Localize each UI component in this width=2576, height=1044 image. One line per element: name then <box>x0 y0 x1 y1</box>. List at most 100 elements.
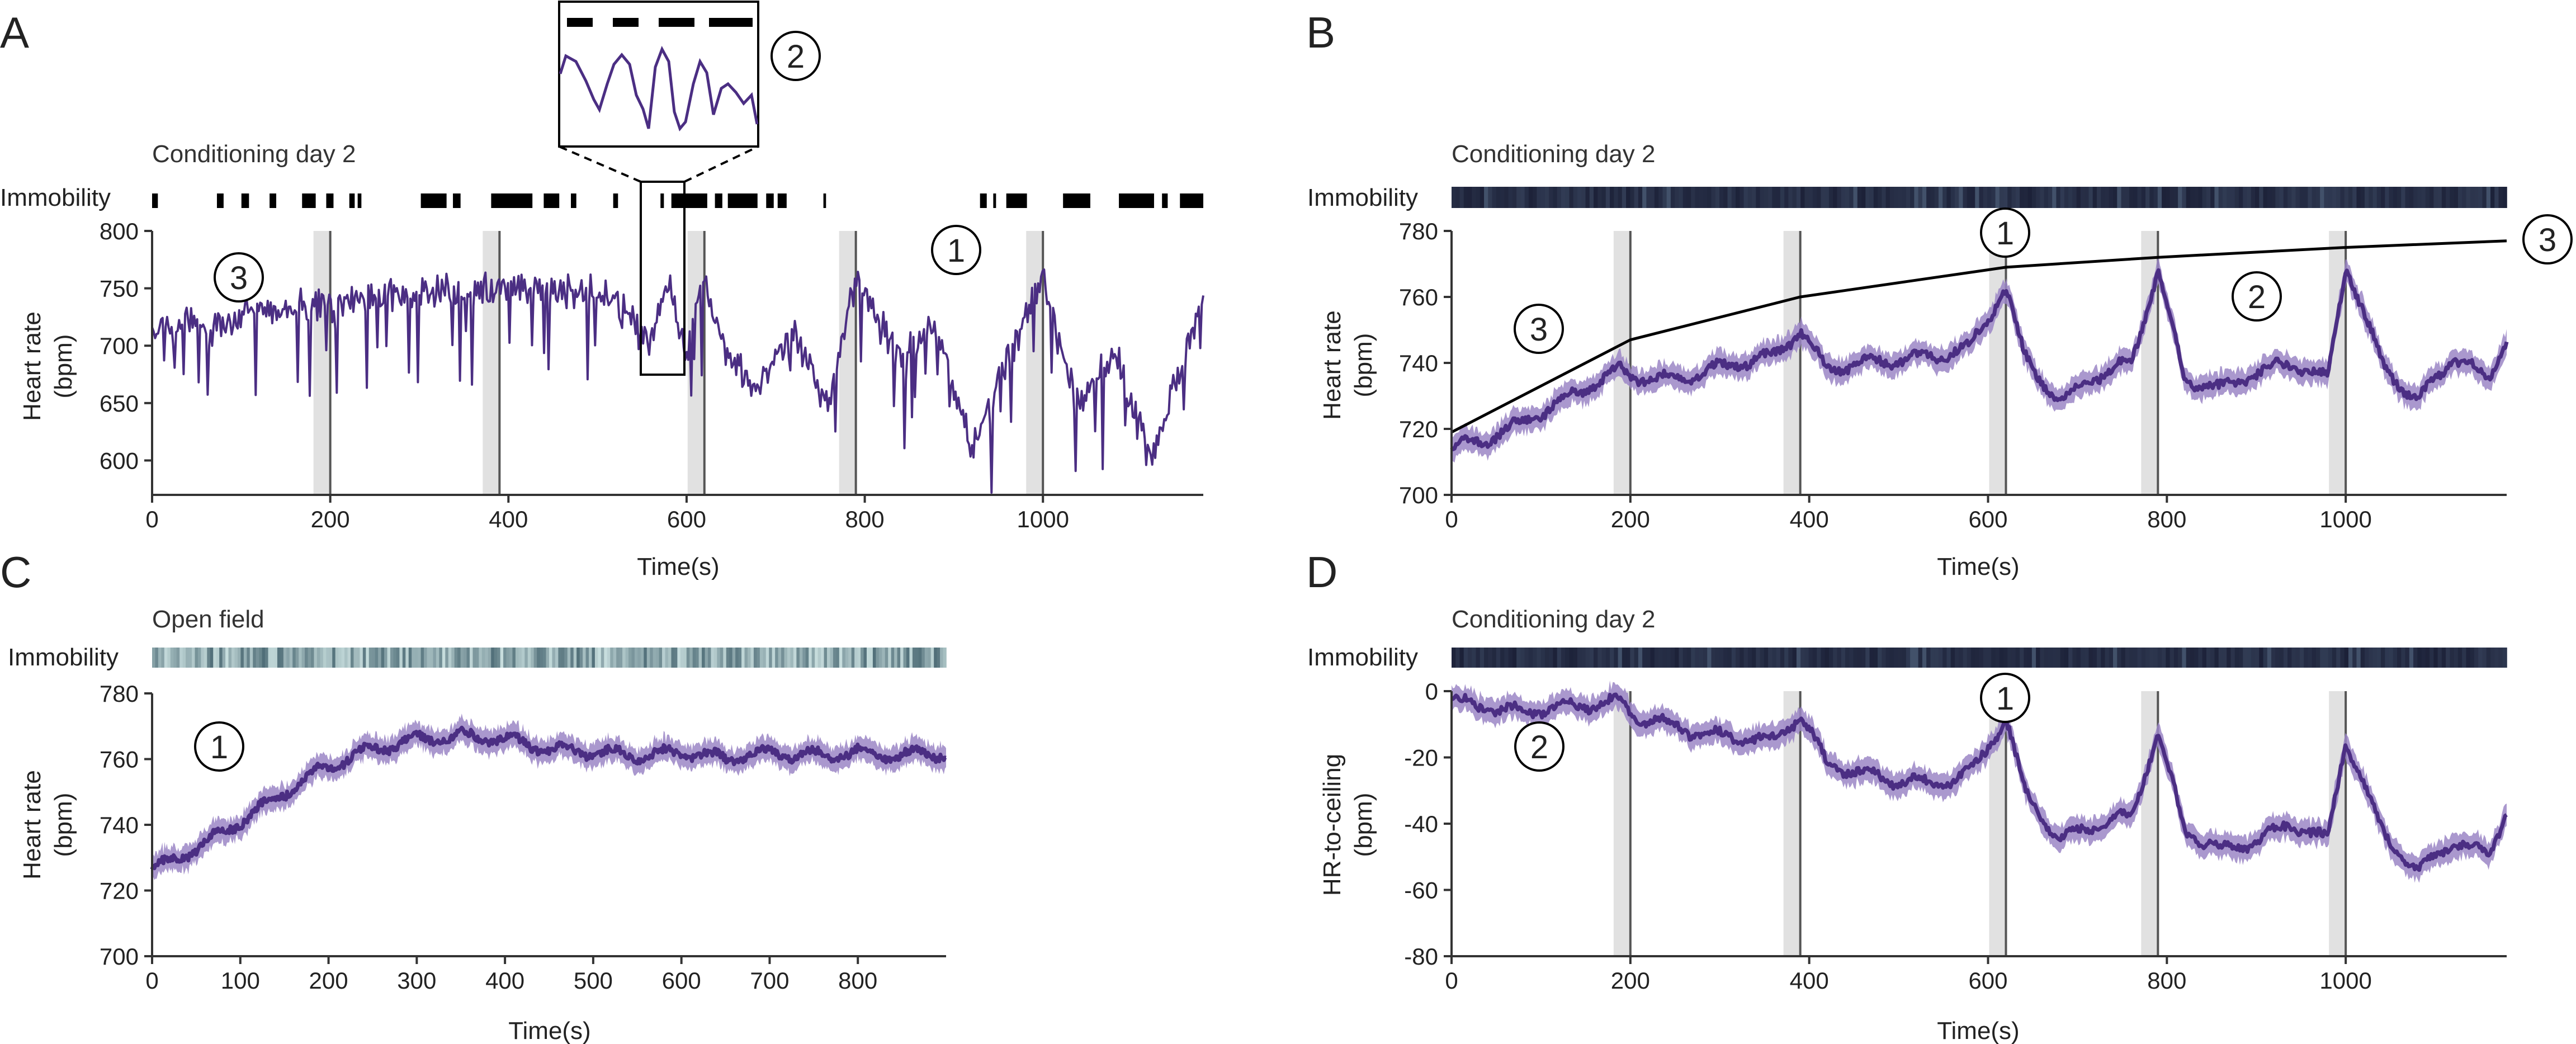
immobility-cell <box>1861 187 1866 208</box>
immobility-cell <box>1626 648 1631 668</box>
immobility-cell <box>2332 187 2337 208</box>
immobility-cell <box>1691 648 1696 668</box>
x-tick-label: 700 <box>750 967 789 994</box>
immobility-cell <box>1873 648 1878 668</box>
immobility-cell <box>1553 648 1558 668</box>
immobility-cell <box>2137 187 2142 208</box>
immobility-cell <box>1634 648 1639 668</box>
immobility-cell <box>2255 648 2260 668</box>
immobility-cell <box>854 648 858 668</box>
panel-d-marker-1: 1 <box>1980 673 2030 723</box>
immobility-cell <box>2125 187 2130 208</box>
immobility-cell <box>481 648 486 668</box>
immobility-cell <box>1918 648 1923 668</box>
immobility-cell <box>2376 648 2381 668</box>
immobility-cell <box>2478 648 2483 668</box>
immobility-cell <box>1642 187 1647 208</box>
immobility-cell <box>533 648 537 668</box>
immobility-cell <box>1796 187 1801 208</box>
immobility-cell <box>360 648 363 668</box>
immobility-cell <box>2153 648 2158 668</box>
immobility-cell <box>240 648 244 668</box>
immobility-cell <box>2450 187 2455 208</box>
immobility-cell <box>781 648 785 668</box>
immobility-cell <box>1516 648 1521 668</box>
immobility-cell <box>2283 648 2288 668</box>
immobility-cell <box>1472 187 1477 208</box>
immobility-cell <box>631 648 635 668</box>
x-tick-label: 0 <box>145 967 158 994</box>
immobility-cell <box>2332 648 2337 668</box>
immobility-segment <box>349 193 355 208</box>
immobility-cell <box>821 648 825 668</box>
immobility-cell <box>399 648 403 668</box>
immobility-cell <box>2202 648 2207 668</box>
immobility-cell <box>167 648 171 668</box>
immobility-cell <box>912 648 916 668</box>
immobility-cell <box>2048 648 2053 668</box>
immobility-cell <box>2222 648 2228 668</box>
panel-b-series <box>1450 239 2509 463</box>
immobility-cell <box>1970 187 1976 208</box>
panel-b-marker-1-circle <box>1980 207 2030 258</box>
immobility-cell <box>2275 187 2280 208</box>
y-tick-label: 700 <box>100 333 139 359</box>
panel-d-marker-2-circle <box>1514 721 1564 772</box>
immobility-cell <box>1764 648 1769 668</box>
immobility-cell <box>2003 187 2008 208</box>
panel-a-inset-marker-2: 2 <box>771 31 821 81</box>
immobility-cell <box>351 648 355 668</box>
y-tick-label: 720 <box>100 878 139 904</box>
x-tick-label: 200 <box>311 506 350 532</box>
immobility-cell <box>2186 648 2191 668</box>
stimulus-shade <box>313 231 330 495</box>
heart-rate-trace <box>151 268 1204 494</box>
immobility-cell <box>2466 648 2471 668</box>
immobility-cell <box>2486 648 2491 668</box>
immobility-cell <box>500 648 504 668</box>
immobility-cell <box>253 648 257 668</box>
immobility-cell <box>1942 648 1948 668</box>
panel-a-chart: 0 200 400 600 800 1000 600 650 700 750 800 <box>100 218 1204 532</box>
immobility-cell <box>405 648 409 668</box>
immobility-cell <box>680 648 684 668</box>
immobility-cell <box>433 648 437 668</box>
immobility-cell <box>1930 187 1935 208</box>
immobility-cell <box>1601 648 1606 668</box>
immobility-cell <box>1476 648 1481 668</box>
immobility-cell <box>839 648 843 668</box>
immobility-cell <box>1885 648 1890 668</box>
immobility-cell <box>1878 187 1883 208</box>
immobility-cell <box>598 648 602 668</box>
immobility-cell <box>1878 648 1883 668</box>
x-tick-label: 0 <box>1445 506 1458 532</box>
immobility-cell <box>720 648 724 668</box>
immobility-cell <box>894 648 898 668</box>
immobility-cell <box>928 648 932 668</box>
immobility-cell <box>308 648 311 668</box>
immobility-cell <box>2036 187 2041 208</box>
immobility-cell <box>2166 648 2171 668</box>
immobility-cell <box>1719 648 1724 668</box>
immobility-cell <box>170 648 174 668</box>
immobility-cell <box>759 648 764 668</box>
inset-immobility-segment <box>659 18 694 27</box>
immobility-cell <box>1979 648 1984 668</box>
immobility-cell <box>1841 648 1846 668</box>
immobility-cell <box>2441 187 2446 208</box>
y-tick-label: -60 <box>1404 877 1438 904</box>
immobility-cell <box>744 648 748 668</box>
immobility-cell <box>2113 648 2118 668</box>
immobility-cell <box>2092 648 2097 668</box>
immobility-cell <box>805 648 810 668</box>
y-tick-label: 650 <box>100 390 139 417</box>
immobility-cell <box>2230 648 2235 668</box>
immobility-cell <box>1496 187 1501 208</box>
immobility-cell <box>1894 187 1899 208</box>
immobility-cell <box>1975 187 1980 208</box>
immobility-cell <box>2315 648 2320 668</box>
y-tick-label: -20 <box>1404 745 1438 771</box>
immobility-cell <box>1654 187 1659 208</box>
immobility-cell <box>1736 648 1741 668</box>
immobility-cell <box>228 648 232 668</box>
